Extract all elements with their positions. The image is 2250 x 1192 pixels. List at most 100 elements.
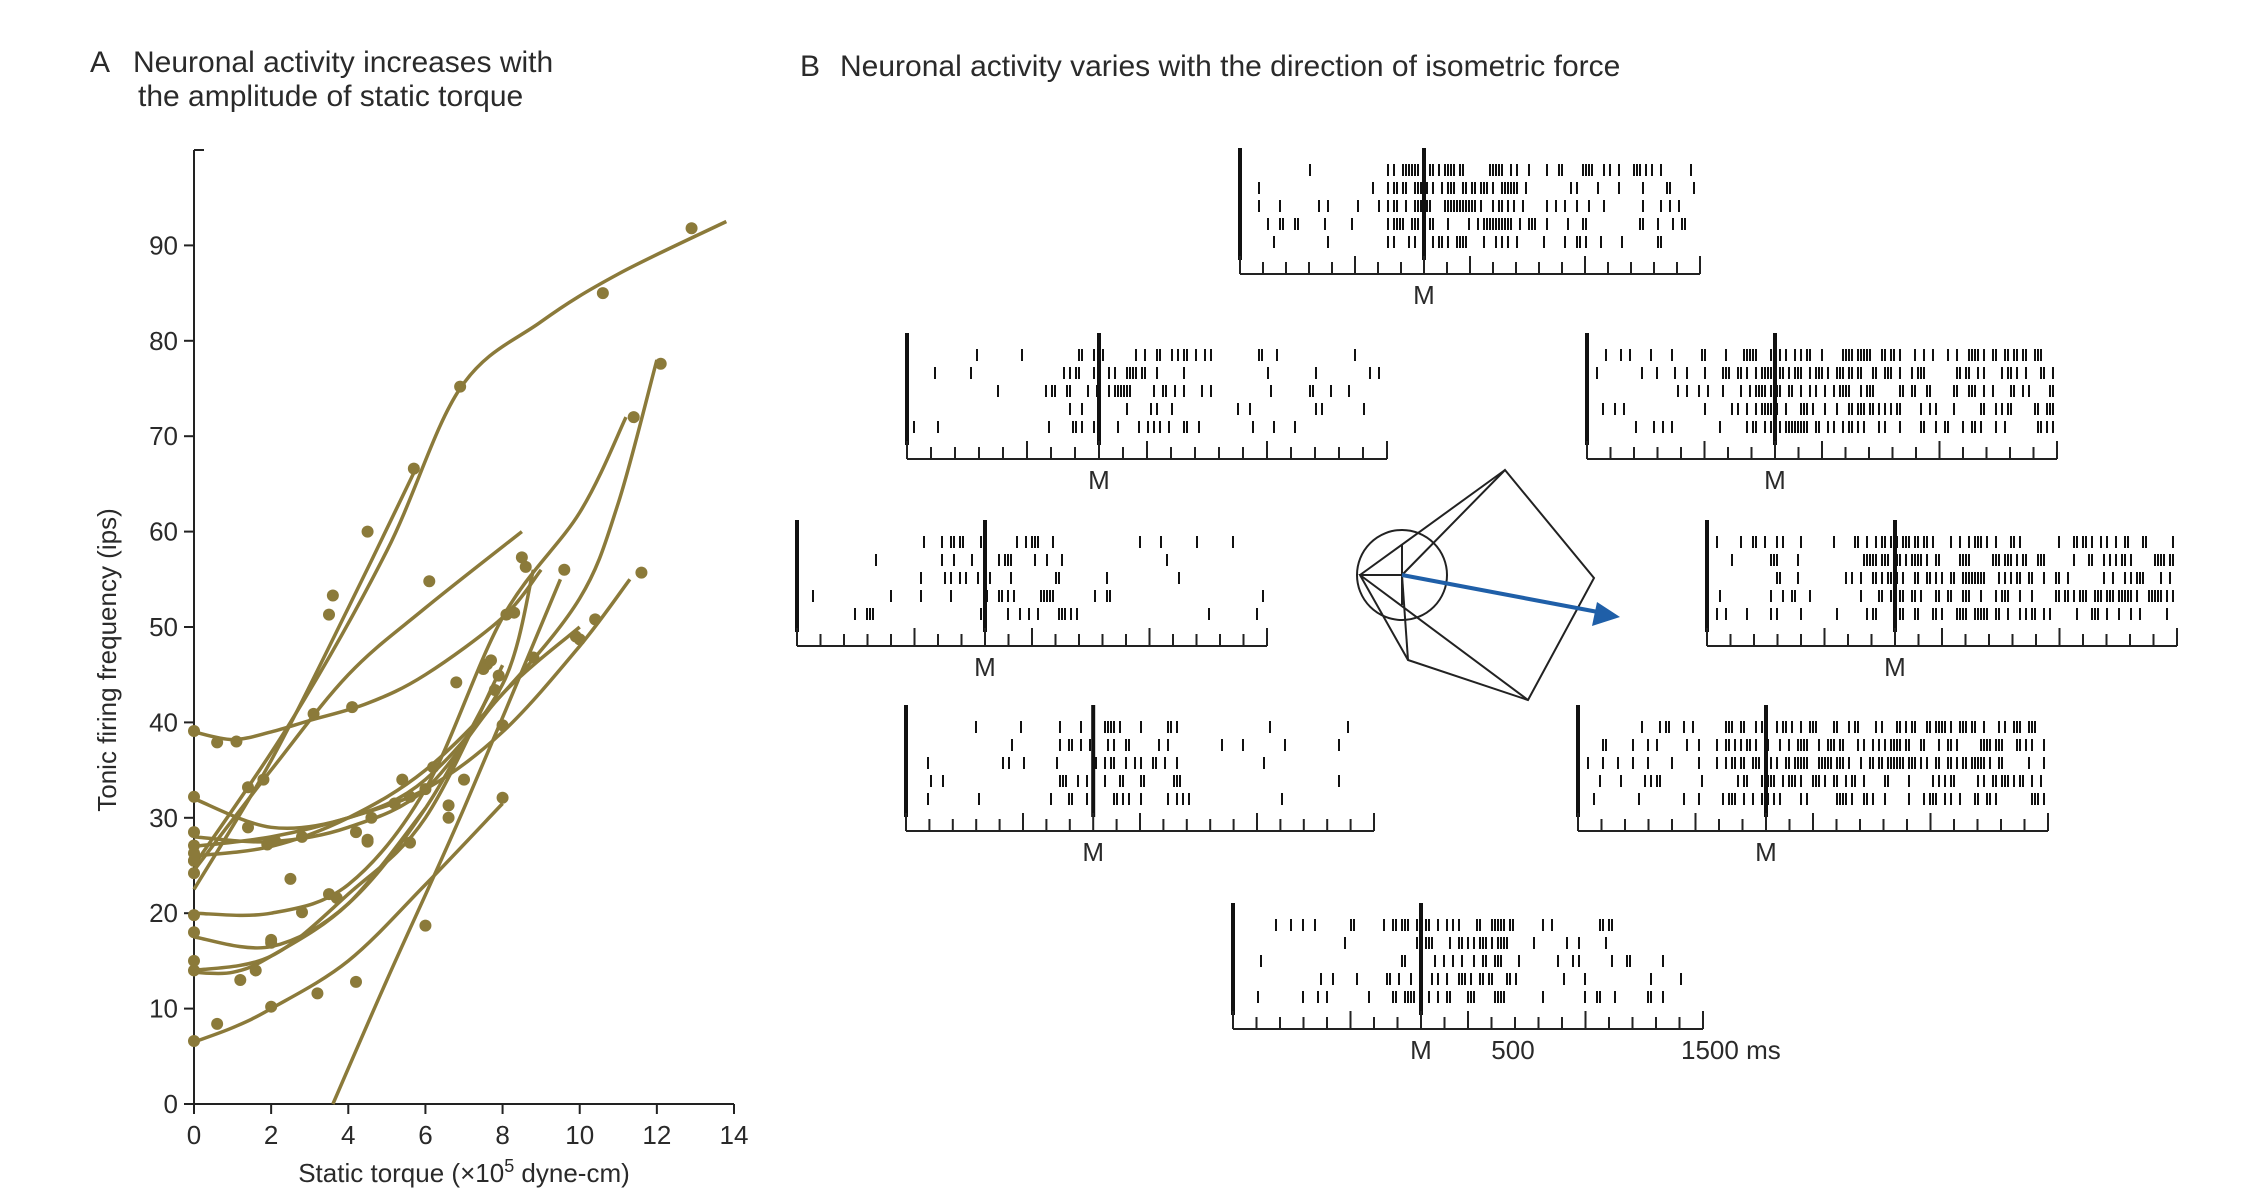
spike <box>1501 200 1503 212</box>
y-tick-label: 60 <box>149 517 178 547</box>
spike <box>1479 937 1481 949</box>
spike <box>1761 775 1763 787</box>
spike <box>1510 164 1512 176</box>
spike <box>1672 218 1674 230</box>
spike <box>1321 403 1323 415</box>
spike <box>2037 793 2039 805</box>
spike <box>1188 793 1190 805</box>
spike <box>1356 973 1358 985</box>
spike <box>1186 421 1188 433</box>
spike <box>1561 164 1563 176</box>
spike <box>2043 757 2045 769</box>
spike <box>983 608 985 620</box>
spike <box>1314 919 1316 931</box>
spike <box>1659 721 1661 733</box>
spike <box>1752 421 1754 433</box>
spike <box>1854 536 1856 548</box>
spike <box>1636 164 1638 176</box>
spike <box>1683 793 1685 805</box>
spike <box>1516 164 1518 176</box>
spike <box>1468 200 1470 212</box>
spike <box>1770 757 1772 769</box>
spike <box>2136 572 2138 584</box>
data-point <box>323 608 335 621</box>
spike <box>1602 403 1604 415</box>
spike <box>2040 554 2042 566</box>
spike <box>1698 793 1700 805</box>
spike <box>1474 182 1476 194</box>
spike <box>1432 182 1434 194</box>
panel-b-letter: B <box>800 50 820 83</box>
spike <box>1258 182 1260 194</box>
spike <box>1491 937 1493 949</box>
spike <box>1404 955 1406 967</box>
spike <box>1495 218 1497 230</box>
spike <box>2166 608 2168 620</box>
x-axis-label: Static torque (×105 dyne-cm) <box>298 1156 630 1188</box>
spike <box>970 367 972 379</box>
spike <box>2034 721 2036 733</box>
spike <box>1028 608 1030 620</box>
spike <box>1686 385 1688 397</box>
spike <box>1974 757 1976 769</box>
spike <box>1938 775 1940 787</box>
spike <box>1563 973 1565 985</box>
spike <box>1773 775 1775 787</box>
raster-45: M <box>1585 333 2058 495</box>
spike <box>1824 757 1826 769</box>
spike <box>1740 757 1742 769</box>
spike <box>2049 608 2051 620</box>
spike <box>1473 991 1475 1003</box>
spike <box>1899 421 1901 433</box>
movement-label: M <box>1755 837 1777 867</box>
spike <box>1968 572 1970 584</box>
spike <box>1965 367 1967 379</box>
spike <box>1114 367 1116 379</box>
spike <box>2055 590 2057 602</box>
spike <box>1740 721 1742 733</box>
spike <box>1159 349 1161 361</box>
spike <box>1166 554 1168 566</box>
spike <box>1905 536 1907 548</box>
spike <box>1171 349 1173 361</box>
spike <box>1320 973 1322 985</box>
spike <box>1791 721 1793 733</box>
spike <box>1974 608 1976 620</box>
spike <box>1656 739 1658 751</box>
spike <box>1501 164 1503 176</box>
data-point <box>442 811 455 824</box>
spike <box>1338 739 1340 751</box>
spike <box>1551 919 1553 931</box>
spike <box>1081 403 1083 415</box>
spike <box>1129 367 1131 379</box>
spike <box>1914 536 1916 548</box>
spike <box>2157 554 2159 566</box>
spike <box>1842 739 1844 751</box>
spike <box>1956 608 1958 620</box>
spike <box>1962 590 1964 602</box>
spike <box>1992 385 1994 397</box>
spike <box>1908 739 1910 751</box>
spike <box>1633 164 1635 176</box>
spike <box>1134 757 1136 769</box>
spike <box>1629 955 1631 967</box>
spike <box>1995 536 1997 548</box>
spike <box>1794 367 1796 379</box>
data-point <box>500 608 513 621</box>
spike <box>1357 200 1359 212</box>
spike <box>1393 236 1395 248</box>
spike <box>1917 608 1919 620</box>
spike <box>1929 403 1931 415</box>
spike <box>1692 721 1694 733</box>
spike <box>1866 536 1868 548</box>
spike <box>962 536 964 548</box>
spike <box>1809 385 1811 397</box>
spike <box>2016 721 2018 733</box>
spike <box>1776 554 1778 566</box>
spike <box>1644 775 1646 787</box>
spike <box>1617 757 1619 769</box>
spike <box>959 572 961 584</box>
spike <box>1731 554 1733 566</box>
spike <box>1911 367 1913 379</box>
